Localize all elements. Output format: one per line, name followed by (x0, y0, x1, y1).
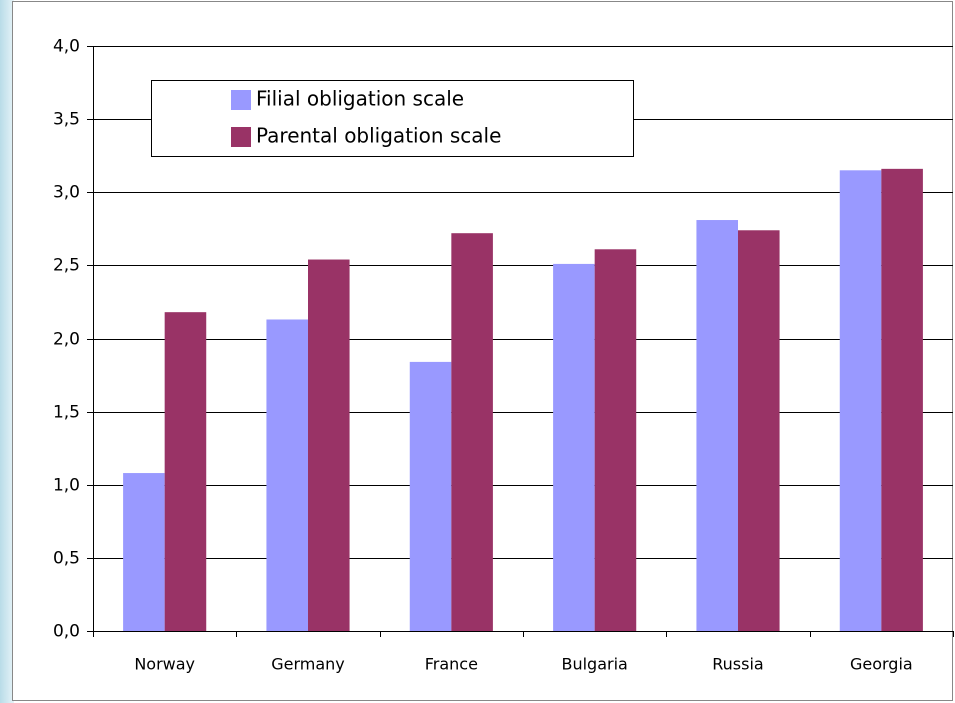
bar (881, 168, 923, 631)
y-tick-label: 4,0 (53, 37, 80, 57)
y-tick-label: 1,0 (53, 476, 80, 496)
bar (164, 312, 207, 631)
x-tick-label: France (425, 655, 478, 674)
x-tick-label: Bulgaria (561, 655, 627, 674)
side-strip (0, 0, 14, 703)
legend-swatch (231, 90, 251, 110)
y-tick-label: 3,0 (53, 183, 80, 203)
x-tick-label: Georgia (850, 655, 913, 674)
legend-label: Filial obligation scale (256, 87, 464, 111)
bar (839, 170, 882, 631)
x-tick-label: Germany (271, 655, 345, 674)
bar (451, 233, 493, 631)
y-tick-label: 1,5 (53, 403, 80, 423)
bar (553, 263, 595, 631)
bar (594, 249, 637, 631)
y-tick-label: 3,5 (53, 110, 80, 130)
legend: Filial obligation scale Parental obligati… (151, 80, 634, 157)
bar (308, 259, 350, 631)
y-tick-label: 0,0 (53, 622, 80, 642)
bar (696, 220, 738, 631)
bar (266, 319, 308, 631)
legend-swatch (231, 127, 251, 147)
y-tick-label: 2,0 (53, 330, 80, 350)
bar (409, 361, 452, 631)
x-tick-label: Russia (712, 655, 763, 674)
y-tick-label: 0,5 (53, 549, 80, 569)
bar (123, 473, 165, 631)
y-tick-label: 2,5 (53, 256, 80, 276)
bar (738, 230, 780, 631)
x-tick-label: Norway (134, 655, 195, 674)
legend-label: Parental obligation scale (256, 124, 501, 148)
